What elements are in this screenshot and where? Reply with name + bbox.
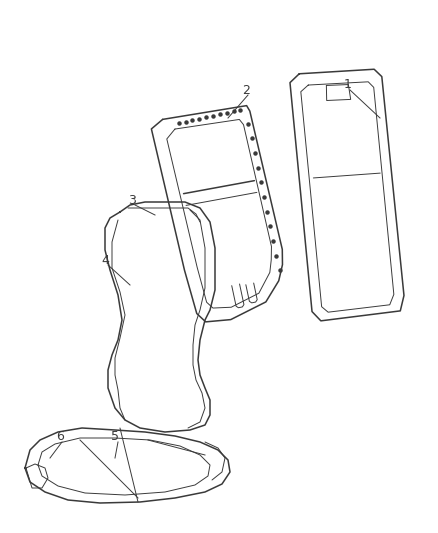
Text: 4: 4 bbox=[101, 254, 109, 266]
Text: 1: 1 bbox=[344, 78, 352, 92]
Text: 3: 3 bbox=[128, 193, 136, 206]
Text: 5: 5 bbox=[111, 430, 119, 442]
Text: 6: 6 bbox=[56, 430, 64, 442]
Text: 2: 2 bbox=[242, 84, 250, 96]
